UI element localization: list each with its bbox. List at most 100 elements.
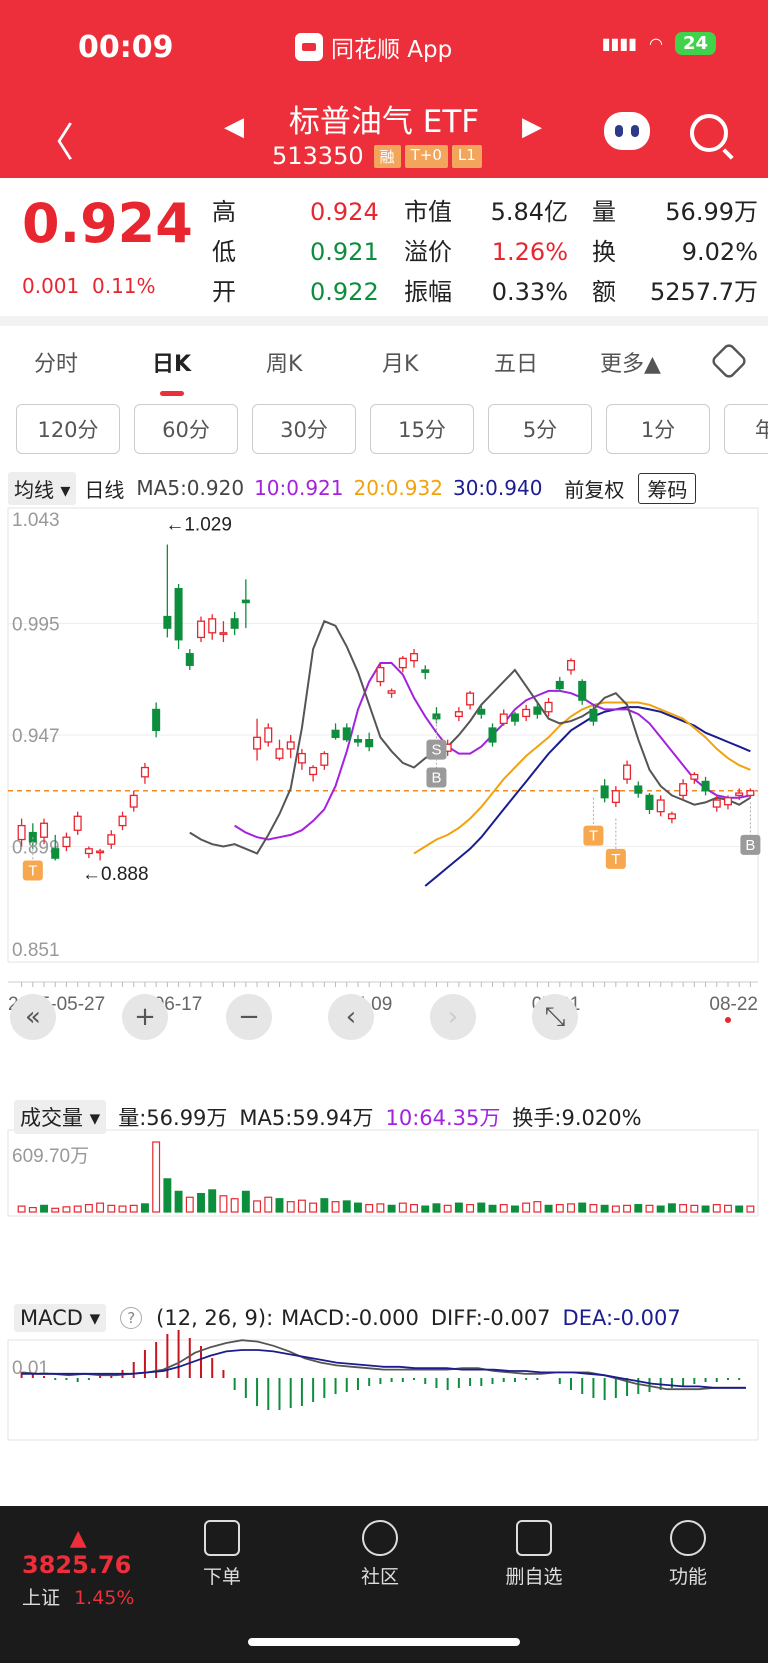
candle-body [533,706,542,715]
period-120m[interactable]: 120分 [16,404,120,454]
tab-more[interactable]: 更多▲ [600,352,661,377]
ma5-value: MA5:0.920 [136,476,245,500]
y-tick-label: 0.947 [12,726,60,747]
candle-body [701,780,710,792]
ma20-value: 20:0.932 [353,476,443,500]
index-value: 3825.76 [22,1551,132,1579]
volume-bar [477,1202,486,1213]
app-indicator: 同花顺 App [295,30,452,64]
kline-chart[interactable]: 1.0430.9950.9470.8990.851←1.029←0.888TSB… [0,506,768,1466]
candle-body [566,660,576,671]
scroll-left-icon[interactable]: ‹ [328,994,374,1040]
candle-body [477,708,486,715]
volume-bar [690,1204,699,1213]
quote-values-1: 0.924 0.921 0.922 [310,192,379,312]
nav-functions[interactable]: 功能 [628,1520,748,1589]
volume-bar [555,1204,564,1213]
nav-order[interactable]: 下单 [162,1520,282,1589]
period-30m[interactable]: 30分 [252,404,356,454]
candle-body [96,850,105,854]
volume-bar [185,1196,194,1213]
period-year[interactable]: 年 [724,404,768,454]
candle-body [723,797,732,806]
candle-body [656,799,665,813]
x-tick-label: 08-22 [709,994,758,1015]
search-icon[interactable] [690,114,728,152]
settings-icon[interactable] [709,341,749,381]
candle-body [611,790,620,804]
candle-body [17,824,26,841]
robot-assistant-icon[interactable] [604,112,650,150]
volume-bar [410,1204,418,1213]
adjust-mode[interactable]: 前复权 [564,477,625,502]
period-5m[interactable]: 5分 [488,404,592,454]
volume-bar [40,1204,48,1213]
candle-body [555,680,564,690]
nav-remove-watch-label: 删自选 [505,1566,563,1588]
candle-body [589,708,598,722]
back-icon[interactable]: 〈 [34,120,74,166]
fullscreen-icon[interactable]: ⤡ [532,994,578,1040]
tab-daily-k[interactable]: 日K [152,346,191,396]
scroll-right-icon[interactable]: › [430,994,476,1040]
candle-body [331,729,340,738]
marker-box [426,767,447,788]
open-label: 开 [212,278,236,306]
ma-select-label: 均线 [14,477,54,502]
zoom-out-icon[interactable]: − [226,994,272,1040]
volume-bar [17,1205,26,1213]
volume-bar [488,1204,497,1213]
wifi-icon: ◠ [648,34,663,53]
ma-type: 日线 [84,477,125,502]
y-tick-label: 0.995 [12,615,60,636]
next-stock-icon[interactable]: ▶ [522,112,542,142]
index-name: 上证 [22,1587,61,1609]
candle-body [152,708,161,732]
volume-bar [309,1202,318,1213]
volume-bar [96,1202,105,1213]
marker-box [426,739,447,760]
home-indicator[interactable] [248,1638,520,1646]
amt-value: 5257.7万 [650,278,758,306]
volume-bar [578,1202,587,1213]
app-header: 00:09 同花顺 App ▮▮▮▮ ◠ 24 〈 ◀ 标普油气 ETF 513… [0,0,768,178]
candle-body [129,794,138,808]
tab-monthly-k[interactable]: 月K [382,352,419,377]
tag-t0: T+0 [404,144,448,168]
volume-bar [163,1178,172,1213]
index-ticker[interactable]: ▲ 3825.76 上证 1.45% [22,1526,134,1610]
scroll-left-fast-icon[interactable]: « [10,994,56,1040]
volume-bar [342,1200,351,1213]
ma-select[interactable]: 均线 ▾ [8,471,77,505]
volume-bar [84,1204,93,1213]
stock-title: 标普油气 ETF [288,104,480,140]
tab-intraday[interactable]: 分时 [34,352,79,377]
tag-l1: L1 [451,144,482,168]
zoom-in-icon[interactable]: + [122,994,168,1040]
volume-select[interactable]: 成交量 ▾ [14,1100,107,1134]
nav-remove-watch[interactable]: 删自选 [474,1520,594,1589]
candle-body [208,618,217,634]
period-buttons: 120分 60分 30分 15分 5分 1分 年 [0,404,768,458]
volume-bar [746,1205,755,1213]
turn-label: 换 [592,238,616,266]
nav-community[interactable]: 社区 [320,1520,440,1589]
volume-bar [645,1204,654,1213]
candle-body [275,748,284,759]
volume-bar [376,1203,385,1213]
help-icon[interactable]: ? [120,1307,143,1329]
volume-bar [286,1201,295,1213]
period-1m[interactable]: 1分 [606,404,710,454]
prev-stock-icon[interactable]: ◀ [224,112,244,142]
tab-weekly-k[interactable]: 周K [266,352,303,377]
candle-body [241,599,250,604]
candle-body [264,727,273,743]
chips-button[interactable]: 筹码 [638,472,697,504]
volume-bar [533,1201,542,1213]
tab-five-day[interactable]: 五日 [494,352,539,377]
volume-bar [499,1204,508,1213]
period-60m[interactable]: 60分 [134,404,238,454]
macd-select[interactable]: MACD ▾ [14,1304,107,1332]
quote-labels-2: 市值 溢价 振幅 [404,192,452,312]
period-15m[interactable]: 15分 [370,404,474,454]
